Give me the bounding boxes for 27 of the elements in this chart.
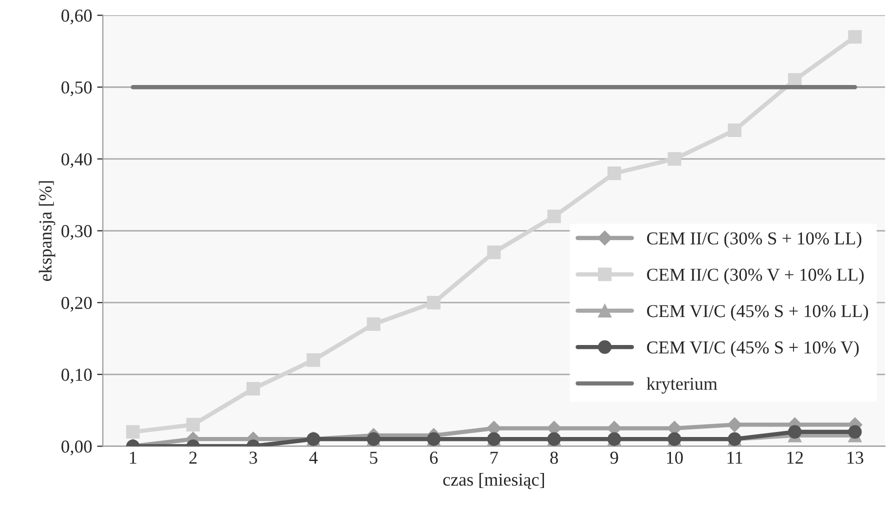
x-tick-label: 8 (550, 452, 558, 464)
x-tick-label: 2 (189, 452, 197, 464)
x-tick-label: 5 (370, 452, 378, 464)
x-tick-label: 9 (610, 452, 618, 464)
x-axis-title: czas [miesiąc] (443, 473, 544, 490)
x-tick-label: 10 (667, 452, 683, 464)
x-tick-label: 7 (490, 452, 498, 464)
y-tick-label: 0,40 (61, 153, 92, 168)
y-tick-label: 0,60 (61, 10, 92, 24)
y-tick-label: 0,30 (61, 225, 92, 240)
y-tick-label: 0,10 (61, 368, 92, 384)
legend-label: CEM II/C (30% S + 10% LL) (647, 232, 862, 248)
legend-label: CEM VI/C (45% S + 10% V) (647, 340, 859, 358)
y-axis-title: ekspansja [%] (38, 181, 56, 281)
y-tick-label: 0,50 (61, 81, 92, 96)
x-tick-label: 4 (309, 452, 318, 464)
x-tick-label: 11 (728, 452, 742, 464)
x-tick-label: 3 (250, 452, 258, 464)
legend-label: kryterium (646, 377, 718, 394)
x-tick-label: 1 (130, 452, 136, 464)
x-tick-label: 13 (848, 452, 864, 464)
legend-label: CEM II/C (30% V + 10% LL) (647, 268, 864, 285)
x-tick-label: 6 (430, 452, 438, 464)
legend-label: CEM VI/C (45% S + 10% LL) (647, 304, 868, 321)
y-tick-label: 0,00 (61, 440, 92, 456)
x-tick-label: 12 (787, 452, 803, 464)
y-tick-label: 0,20 (61, 296, 92, 312)
